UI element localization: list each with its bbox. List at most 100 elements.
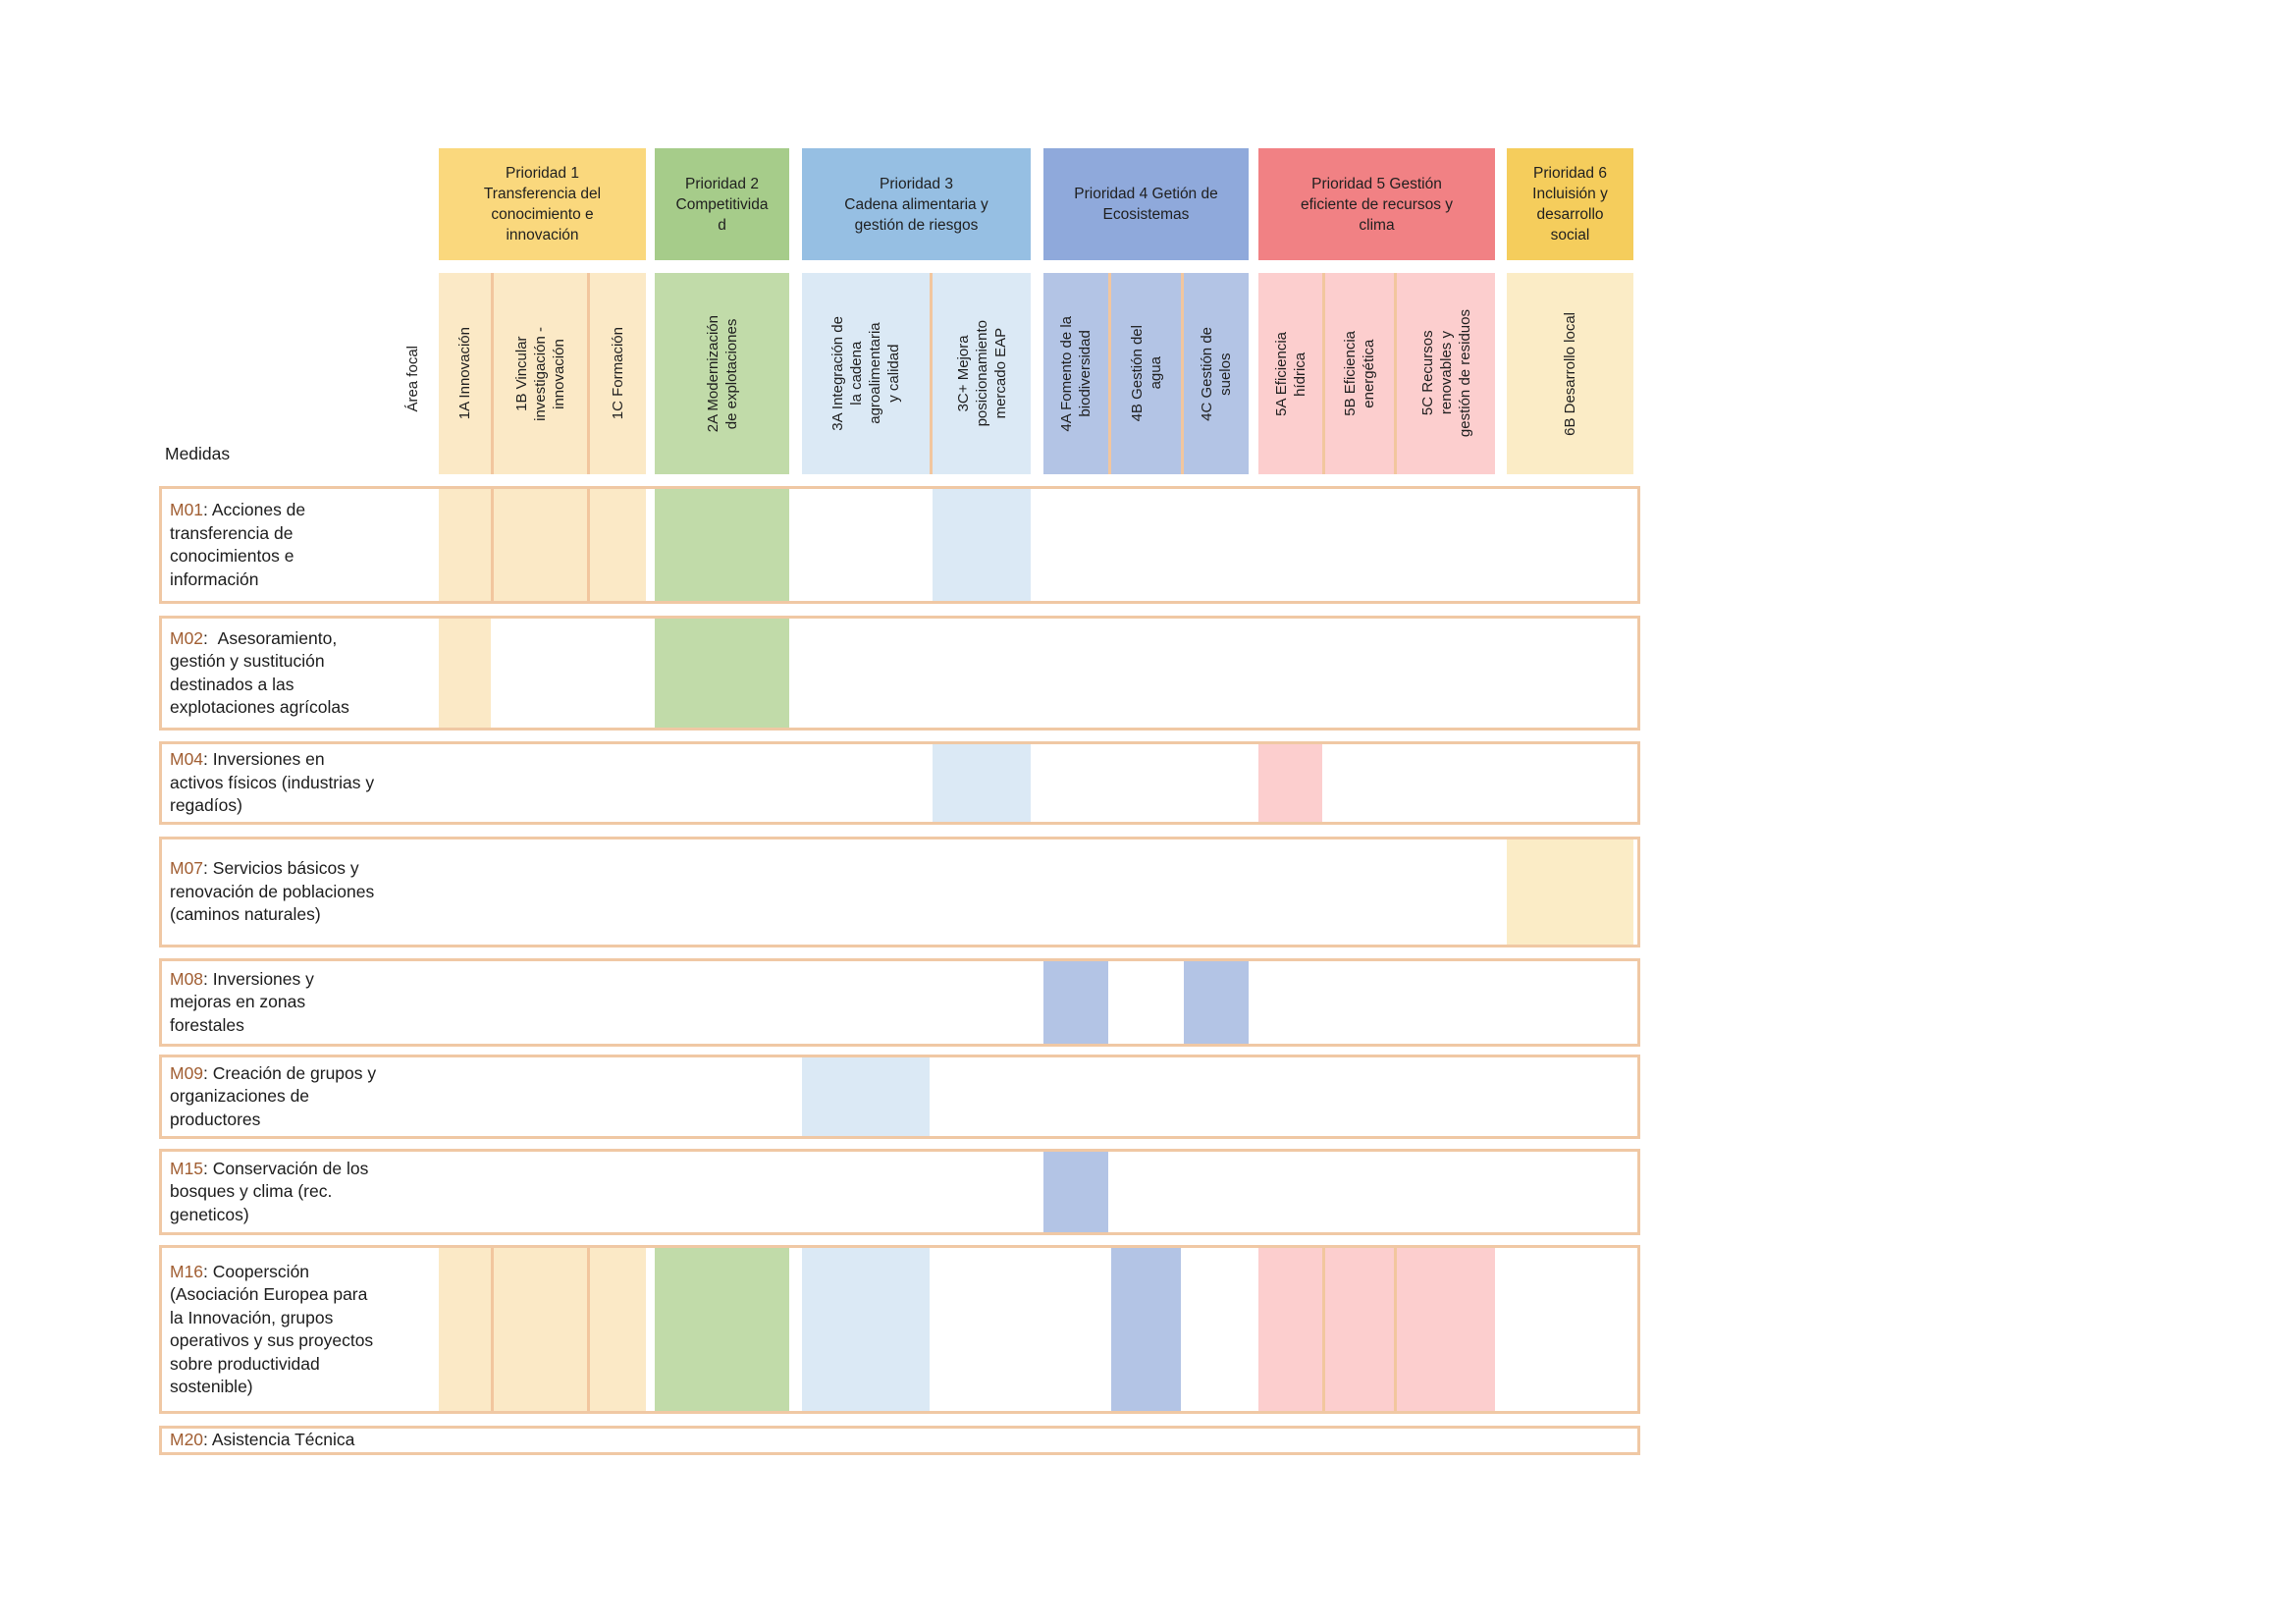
measure-row-M09: M09: Creación de grupos y organizaciones… <box>159 1055 1640 1139</box>
marked-cell-M16-5B <box>1325 1248 1394 1411</box>
focal-area-label-2A: 2A Modernización de explotaciones <box>704 314 740 433</box>
measure-row-M01: M01: Acciones de transferencia de conoci… <box>159 486 1640 604</box>
measure-row-M20: M20: Asistencia Técnica <box>159 1426 1640 1455</box>
focal-area-label-5B: 5B Eficiencia energética <box>1342 331 1377 416</box>
measure-text-M15: Conservación de los bosques y clima (rec… <box>170 1158 369 1224</box>
priority-header-P2: Prioridad 2 Competitivida d <box>655 148 789 260</box>
measure-label-M08: M08: Inversiones y mejoras en zonas fore… <box>162 968 464 1038</box>
measure-text-M01: Acciones de transferencia de conocimient… <box>170 500 306 589</box>
measure-text-M04: Inversiones en activos físicos (industri… <box>170 749 375 816</box>
area-focal-text: Área focal <box>403 346 421 412</box>
marked-cell-M04-5A <box>1258 744 1322 822</box>
measure-code-M07: M07 <box>170 858 204 879</box>
priority-header-P4: Prioridad 4 Getión de Ecosistemas <box>1043 148 1249 260</box>
marked-cell-M16-1B <box>494 1248 587 1411</box>
marked-cell-M01-1A <box>439 489 491 601</box>
measure-code-M02: M02 <box>170 627 204 648</box>
measure-text-M16: Coopersción (Asociación Europea para la … <box>170 1261 374 1397</box>
measure-text-M20: Asistencia Técnica <box>211 1430 355 1450</box>
priority-header-P6: Prioridad 6 Incluisión y desarrollo soci… <box>1507 148 1633 260</box>
measure-code-M16: M16 <box>170 1261 204 1281</box>
measure-separator: : <box>203 1062 213 1083</box>
focal-area-column-5C: 5C Recursos renovables y gestión de resi… <box>1397 273 1495 474</box>
marked-cell-M08-4A <box>1043 961 1108 1044</box>
measure-separator: : <box>203 968 213 989</box>
cell-divider <box>491 489 494 601</box>
focal-area-label-4B: 4B Gestión del agua <box>1128 325 1164 422</box>
marked-cell-M07-6B <box>1507 839 1633 945</box>
marked-cell-M16-5C <box>1397 1248 1495 1411</box>
cell-divider <box>491 1248 494 1411</box>
priority-header-P5: Prioridad 5 Gestión eficiente de recurso… <box>1258 148 1495 260</box>
measure-separator: : <box>203 749 213 770</box>
marked-cell-M01-2A <box>655 489 789 601</box>
marked-cell-M02-1A <box>439 619 491 728</box>
focal-area-label-4A: 4A Fomento de la biodiversidad <box>1058 315 1094 432</box>
marked-cell-M16-2A <box>655 1248 789 1411</box>
measure-label-M01: M01: Acciones de transferencia de conoci… <box>162 499 464 591</box>
focal-area-column-3A: 3A Integración de la cadena agroalimenta… <box>802 273 930 474</box>
focal-area-column-5A: 5A Eficiencia hídrica <box>1258 273 1322 474</box>
focal-area-label-5C: 5C Recursos renovables y gestión de resi… <box>1418 309 1473 438</box>
cell-divider <box>1322 273 1325 474</box>
cell-divider <box>587 489 590 601</box>
measure-separator: : <box>203 500 212 519</box>
marked-cell-M16-4B <box>1111 1248 1181 1411</box>
measure-code-M20: M20 <box>170 1430 204 1450</box>
focal-area-label-1A: 1A Innovación <box>456 327 473 420</box>
cell-divider <box>1181 273 1184 474</box>
measure-text-M07: Servicios básicos y renovación de poblac… <box>170 858 375 925</box>
cell-divider <box>491 273 494 474</box>
focal-area-column-3C+: 3C+ Mejora posicionamiento mercado EAP <box>933 273 1031 474</box>
focal-area-label-1C: 1C Formación <box>610 327 626 420</box>
focal-area-label-5A: 5A Eficiencia hídrica <box>1272 331 1308 416</box>
measure-code-M15: M15 <box>170 1158 204 1178</box>
measure-code-M08: M08 <box>170 968 204 989</box>
marked-cell-M09-3A <box>802 1057 930 1136</box>
focal-area-label-3A: 3A Integración de la cadena agroalimenta… <box>829 316 902 431</box>
focal-area-label-4C: 4C Gestión de suelos <box>1199 326 1234 421</box>
measure-row-M07: M07: Servicios básicos y renovación de p… <box>159 837 1640 947</box>
focal-area-column-1C: 1C Formación <box>590 273 646 474</box>
cell-divider <box>930 273 933 474</box>
measure-code-M04: M04 <box>170 749 204 770</box>
focal-area-label-6B: 6B Desarrollo local <box>1562 311 1578 436</box>
marked-cell-M16-1C <box>590 1248 646 1411</box>
measure-row-M02: M02: Asesoramiento, gestión y sustitució… <box>159 616 1640 731</box>
measure-text-M08: Inversiones y mejoras en zonas forestale… <box>170 968 314 1035</box>
focal-area-label-3C+: 3C+ Mejora posicionamiento mercado EAP <box>954 320 1009 427</box>
measure-separator: : <box>203 627 213 648</box>
cell-divider <box>1394 1248 1397 1411</box>
marked-cell-M02-2A <box>655 619 789 728</box>
measure-separator: : <box>203 1430 212 1450</box>
cell-divider <box>1394 273 1397 474</box>
marked-cell-M04-3C+ <box>933 744 1031 822</box>
focal-area-column-5B: 5B Eficiencia energética <box>1325 273 1394 474</box>
marked-cell-M01-3C+ <box>933 489 1031 601</box>
priority-header-P1: Prioridad 1 Transferencia del conocimien… <box>439 148 646 260</box>
measure-text-M02: Asesoramiento, gestión y sustitución des… <box>170 627 349 718</box>
marked-cell-M15-4A <box>1043 1152 1108 1232</box>
cell-divider <box>587 1248 590 1411</box>
measure-separator: : <box>203 1261 213 1281</box>
focal-area-column-2A: 2A Modernización de explotaciones <box>655 273 789 474</box>
focal-area-column-6B: 6B Desarrollo local <box>1507 273 1633 474</box>
measure-row-M08: M08: Inversiones y mejoras en zonas fore… <box>159 958 1640 1047</box>
measure-code-M01: M01 <box>170 500 204 519</box>
marked-cell-M08-4C <box>1184 961 1249 1044</box>
measure-label-M04: M04: Inversiones en activos físicos (ind… <box>162 748 464 818</box>
marked-cell-M01-1C <box>590 489 646 601</box>
marked-cell-M16-5A <box>1258 1248 1322 1411</box>
measure-label-M16: M16: Coopersción (Asociación Europea par… <box>162 1261 464 1399</box>
measure-label-M15: M15: Conservación de los bosques y clima… <box>162 1158 464 1227</box>
measure-label-M20: M20: Asistencia Técnica <box>162 1429 464 1452</box>
area-focal-axis-label: Área focal <box>389 295 436 463</box>
priority-header-P3: Prioridad 3 Cadena alimentaria y gestión… <box>802 148 1031 260</box>
focal-area-column-4B: 4B Gestión del agua <box>1111 273 1181 474</box>
measure-text-M09: Creación de grupos y organizaciones de p… <box>170 1062 377 1129</box>
measure-label-M09: M09: Creación de grupos y organizaciones… <box>162 1062 464 1132</box>
focal-area-column-4A: 4A Fomento de la biodiversidad <box>1043 273 1108 474</box>
cell-divider <box>587 273 590 474</box>
marked-cell-M16-3A <box>802 1248 930 1411</box>
